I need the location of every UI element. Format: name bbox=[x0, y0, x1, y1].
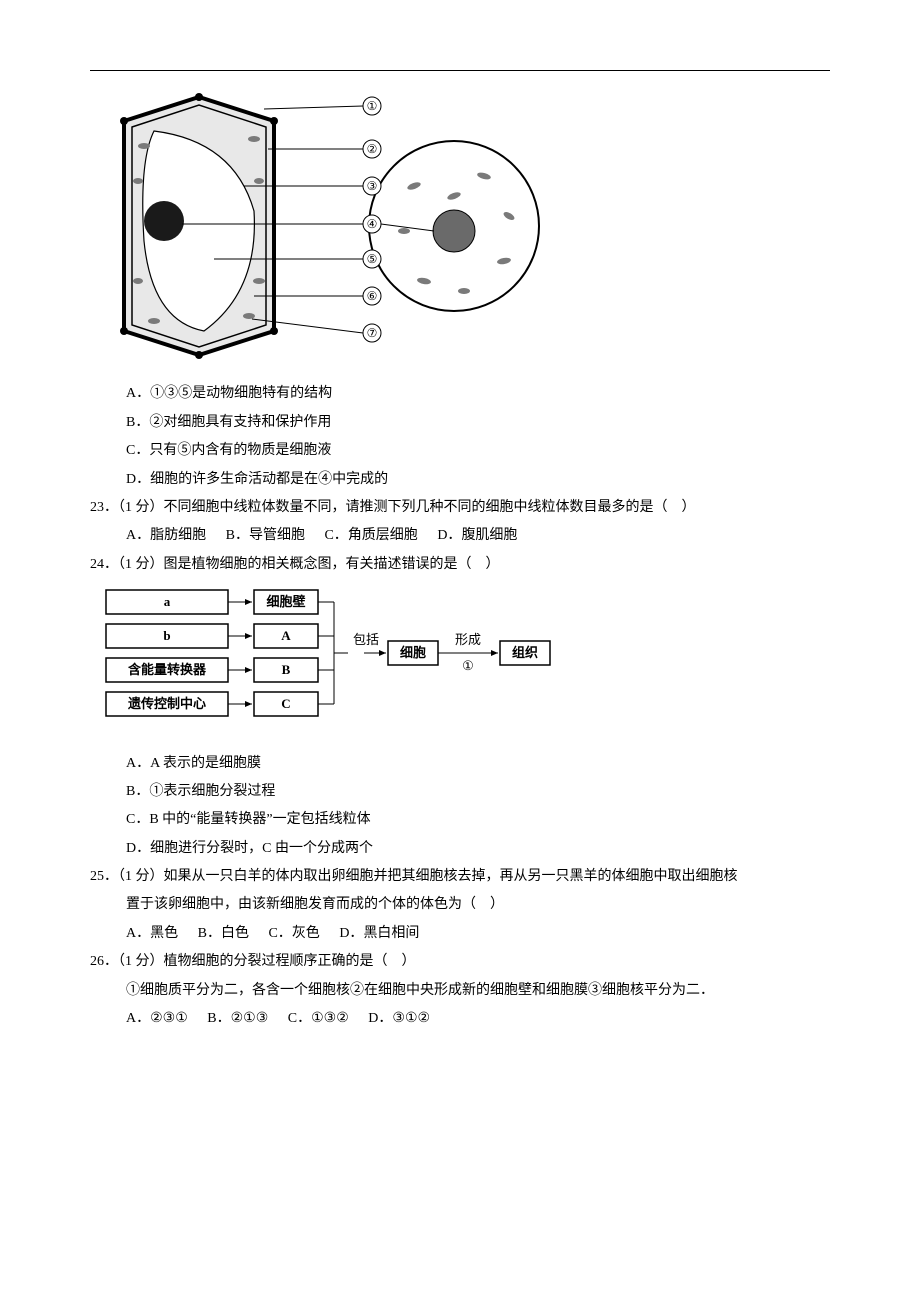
q24-option-b: B．①表示细胞分裂过程 bbox=[90, 781, 830, 803]
organelle bbox=[458, 288, 470, 294]
q22-d-text: 细胞的许多生命活动都是在④中完成的 bbox=[150, 472, 388, 487]
q25-options: A．黑色 B．白色 C．灰色 D．黑白相间 bbox=[90, 923, 830, 945]
organelle bbox=[138, 143, 150, 149]
corner-knob bbox=[195, 93, 203, 101]
q24-option-a: A．A 表示的是细胞膜 bbox=[90, 753, 830, 775]
nucleus-animal bbox=[433, 210, 475, 252]
corner-knob bbox=[120, 117, 128, 125]
q22-option-b: B．②对细胞具有支持和保护作用 bbox=[90, 412, 830, 434]
label-4: ④ bbox=[367, 217, 378, 231]
header-rule bbox=[90, 70, 830, 71]
q22-option-c: C．只有⑤内含有的物质是细胞液 bbox=[90, 440, 830, 462]
cm-tissue: 组织 bbox=[512, 645, 538, 660]
q23-options: A．脂肪细胞 B．导管细胞 C．角质层细胞 D．腹肌细胞 bbox=[90, 525, 830, 547]
q24-stem: 24．（1 分）图是植物细胞的相关概念图，有关描述错误的是（ ） bbox=[90, 554, 830, 576]
organelle bbox=[133, 178, 143, 184]
cm-wall: 细胞壁 bbox=[266, 594, 305, 609]
corner-knob bbox=[120, 327, 128, 335]
cm-energy: 含能量转换器 bbox=[127, 662, 207, 677]
q25-a: A．黑色 bbox=[126, 923, 186, 945]
cm-cell: 细胞 bbox=[400, 645, 426, 660]
organelle bbox=[133, 278, 143, 284]
q23-a: A．脂肪细胞 bbox=[126, 525, 214, 547]
q22-option-a: A．①③⑤是动物细胞特有的结构 bbox=[90, 383, 830, 405]
q22-a-text: ①③⑤是动物细胞特有的结构 bbox=[150, 386, 332, 401]
q23-b: B．导管细胞 bbox=[226, 525, 313, 547]
q25-stem-l2: 置于该卵细胞中，由该新细胞发育而成的个体的体色为（ ） bbox=[90, 894, 830, 916]
concept-map-svg: a 细胞壁 b A 含能量转换器 B 遗传控制中心 C bbox=[104, 584, 574, 734]
q22-b-text: ②对细胞具有支持和保护作用 bbox=[149, 415, 331, 430]
q25-stem-l1: 25．（1 分）如果从一只白羊的体内取出卵细胞并把其细胞核去掉，再从另一只黑羊的… bbox=[90, 866, 830, 888]
q22-option-d: D．细胞的许多生命活动都是在④中完成的 bbox=[90, 469, 830, 491]
label-2: ② bbox=[367, 142, 378, 156]
page-container: ① ② ③ ④ ⑤ ⑥ ⑦ A．①③⑤是动物细胞特有的结构 B．②对细胞具有支持… bbox=[0, 0, 920, 1302]
cell-diagram-svg: ① ② ③ ④ ⑤ ⑥ ⑦ bbox=[104, 91, 544, 361]
q26-d: D．③①② bbox=[368, 1008, 438, 1030]
organelle bbox=[148, 318, 160, 324]
q25-d: D．黑白相间 bbox=[339, 923, 427, 945]
cm-circle1: ① bbox=[462, 658, 474, 673]
q26-b: B．②①③ bbox=[207, 1008, 276, 1030]
cm-A: A bbox=[281, 628, 291, 643]
cm-form: 形成 bbox=[455, 632, 481, 647]
cm-b: b bbox=[163, 628, 170, 643]
corner-knob bbox=[270, 327, 278, 335]
corner-knob bbox=[195, 351, 203, 359]
organelle bbox=[248, 136, 260, 142]
nucleus-plant bbox=[144, 201, 184, 241]
q23-c: C．角质层细胞 bbox=[324, 525, 425, 547]
q26-desc: ①细胞质平分为二，各含一个细胞核②在细胞中央形成新的细胞壁和细胞膜③细胞核平分为… bbox=[90, 980, 830, 1002]
q24-option-c: C．B 中的“能量转换器”一定包括线粒体 bbox=[90, 809, 830, 831]
q26-stem: 26．（1 分）植物细胞的分裂过程顺序正确的是（ ） bbox=[90, 951, 830, 973]
q26-c: C．①③② bbox=[288, 1008, 357, 1030]
label-3: ③ bbox=[367, 179, 378, 193]
cm-genetic: 遗传控制中心 bbox=[127, 696, 206, 711]
q22-c-text: 只有⑤内含有的物质是细胞液 bbox=[149, 443, 331, 458]
label-6: ⑥ bbox=[367, 289, 378, 303]
cell-figure: ① ② ③ ④ ⑤ ⑥ ⑦ bbox=[104, 91, 830, 369]
cm-B: B bbox=[282, 662, 291, 677]
organelle bbox=[253, 278, 265, 284]
label-1: ① bbox=[367, 99, 378, 113]
cm-C: C bbox=[281, 696, 290, 711]
q26-options: A．②③① B．②①③ C．①③② D．③①② bbox=[90, 1008, 830, 1030]
q25-b: B．白色 bbox=[198, 923, 257, 945]
organelle bbox=[243, 313, 255, 319]
cm-a: a bbox=[164, 594, 171, 609]
label-7: ⑦ bbox=[367, 326, 378, 340]
q26-a: A．②③① bbox=[126, 1008, 196, 1030]
cm-include: 包括 bbox=[353, 632, 379, 647]
q23-stem: 23．（1 分）不同细胞中线粒体数量不同，请推测下列几种不同的细胞中线粒体数目最… bbox=[90, 497, 830, 519]
organelle bbox=[254, 178, 264, 184]
organelle bbox=[398, 228, 410, 234]
q25-c: C．灰色 bbox=[268, 923, 327, 945]
q23-d: D．腹肌细胞 bbox=[437, 525, 525, 547]
concept-map: a 细胞壁 b A 含能量转换器 B 遗传控制中心 C bbox=[104, 584, 830, 742]
q24-option-d: D．细胞进行分裂时，C 由一个分成两个 bbox=[90, 838, 830, 860]
label-5: ⑤ bbox=[367, 252, 378, 266]
corner-knob bbox=[270, 117, 278, 125]
